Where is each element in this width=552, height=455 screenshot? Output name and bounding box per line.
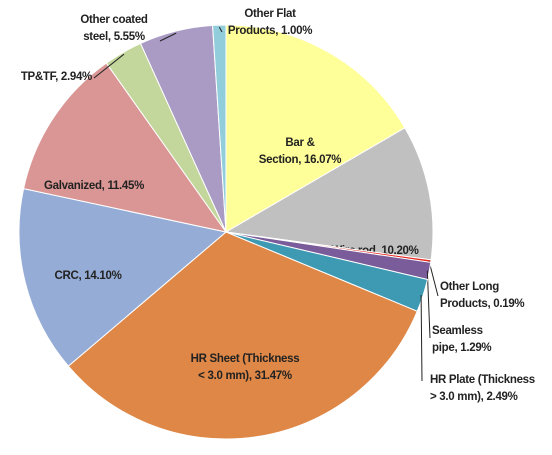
data-label-line: Other Long — [440, 281, 499, 293]
data-label-line: Section, 16.07% — [259, 154, 342, 166]
data-label-line: Other coated — [80, 14, 148, 26]
data-label-line: HR Sheet (Thickness — [191, 353, 300, 365]
pie-slice — [212, 24, 227, 233]
data-label: Galvanized, 11.45% — [44, 180, 144, 192]
leader-line — [159, 32, 177, 42]
data-label: Seamless pipe, 1.29% — [432, 325, 491, 354]
data-label-line: Galvanized, 11.45% — [44, 180, 144, 192]
data-label: HR Plate (Thickness > 3.0 mm), 2.49% — [430, 374, 535, 403]
leader-line — [93, 53, 125, 79]
data-label: Other Long Products, 0.19% — [440, 281, 524, 310]
pie-slice — [225, 24, 406, 233]
data-label-line: TP&TF, 2.94% — [21, 71, 92, 83]
data-label-line: Products, 0.19% — [440, 298, 524, 310]
pie-slice — [67, 231, 418, 440]
data-label-line: pipe, 1.29% — [432, 342, 491, 354]
data-label-line: CRC, 14.10% — [54, 270, 121, 282]
data-label: TP&TF, 2.94% — [21, 71, 92, 83]
data-label-line: < 3.0 mm), 31.47% — [198, 370, 292, 382]
leader-line — [420, 294, 423, 382]
data-label-line: > 3.0 mm), 2.49% — [430, 391, 518, 403]
pie-slice — [22, 62, 228, 233]
data-label-line: HR Plate (Thickness — [430, 374, 535, 386]
data-label: CRC, 14.10% — [54, 270, 121, 282]
leader-line — [218, 26, 223, 33]
data-label-line: steel, 5.55% — [83, 31, 145, 43]
data-label: Other coated steel, 5.55% — [80, 14, 148, 43]
data-label-line: Seamless — [432, 325, 483, 337]
leader-line — [426, 270, 431, 339]
data-label-line: Other Flat — [244, 8, 296, 20]
data-label: Bar & Section, 16.07% — [259, 137, 342, 166]
pie-slice — [224, 127, 434, 261]
data-label: Other Flat Products, 1.00% — [228, 8, 312, 37]
data-label: HR Sheet (Thickness < 3.0 mm), 31.47% — [191, 353, 300, 382]
pie-slice — [18, 188, 228, 367]
data-label-line: Products, 1.00% — [228, 25, 312, 37]
data-label-line: Bar & — [285, 137, 314, 149]
